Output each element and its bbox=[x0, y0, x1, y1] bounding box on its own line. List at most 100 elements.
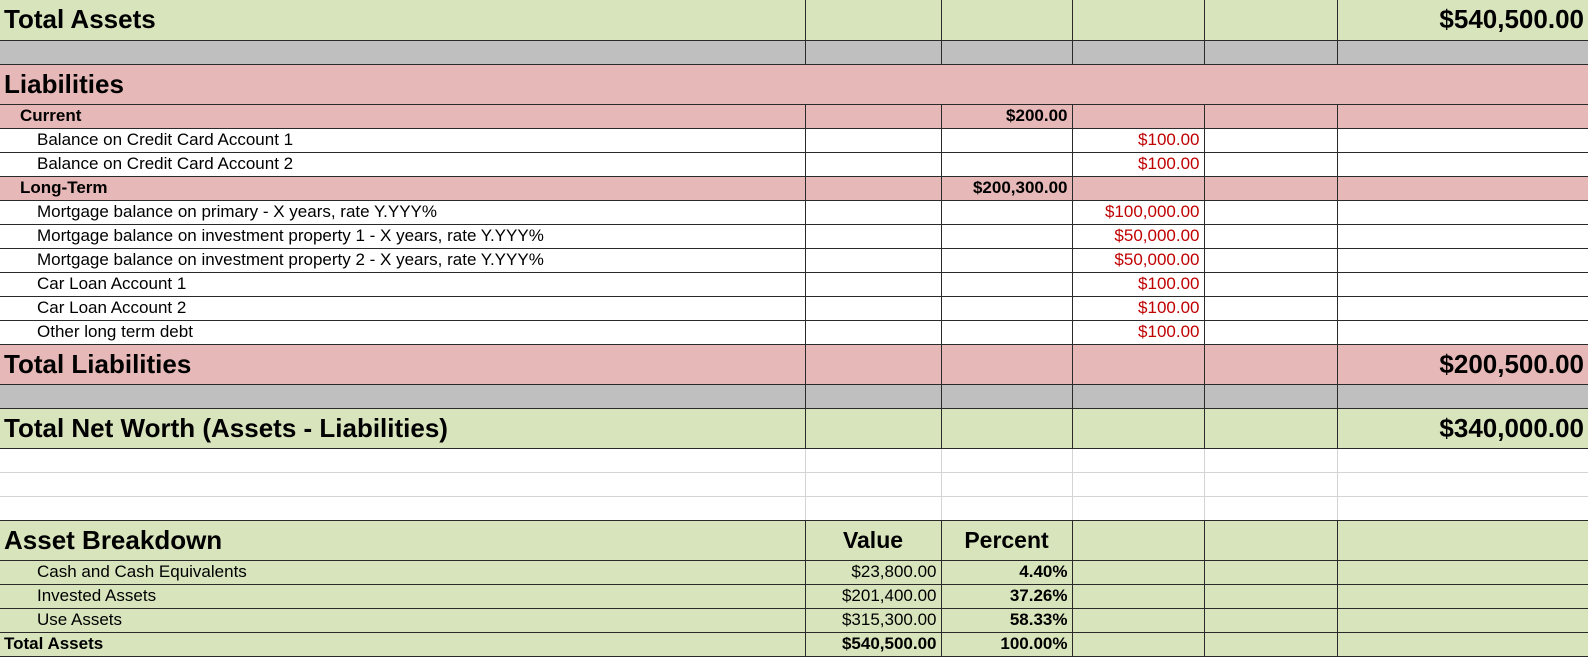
cell[interactable] bbox=[1337, 584, 1588, 609]
cell[interactable] bbox=[0, 40, 806, 65]
cell[interactable] bbox=[941, 200, 1073, 225]
cell[interactable] bbox=[805, 104, 942, 129]
cell[interactable] bbox=[1072, 40, 1205, 65]
cell[interactable] bbox=[0, 496, 806, 521]
cell[interactable] bbox=[1337, 520, 1588, 561]
cell[interactable] bbox=[1072, 472, 1205, 497]
cell[interactable] bbox=[1204, 320, 1338, 345]
cell[interactable] bbox=[941, 472, 1073, 497]
cell[interactable] bbox=[1204, 272, 1338, 297]
cell[interactable] bbox=[805, 272, 942, 297]
cell[interactable]: Percent bbox=[941, 520, 1073, 561]
cell[interactable] bbox=[805, 472, 942, 497]
cell[interactable] bbox=[1072, 632, 1205, 657]
cell[interactable]: $100.00 bbox=[1072, 128, 1205, 153]
cell[interactable]: $200.00 bbox=[941, 104, 1073, 129]
cell[interactable] bbox=[805, 176, 942, 201]
cell[interactable] bbox=[1204, 152, 1338, 177]
cell[interactable]: Long-Term bbox=[0, 176, 806, 201]
cell[interactable]: $340,000.00 bbox=[1337, 408, 1588, 449]
cell[interactable]: Mortgage balance on investment property … bbox=[0, 224, 806, 249]
cell[interactable] bbox=[1204, 608, 1338, 633]
cell[interactable] bbox=[805, 496, 942, 521]
cell[interactable]: Total Net Worth (Assets - Liabilities) bbox=[0, 408, 806, 449]
cell[interactable] bbox=[941, 448, 1073, 473]
cell[interactable] bbox=[1204, 224, 1338, 249]
cell[interactable]: $200,500.00 bbox=[1337, 344, 1588, 385]
cell[interactable] bbox=[1204, 584, 1338, 609]
cell[interactable]: Car Loan Account 2 bbox=[0, 296, 806, 321]
cell[interactable] bbox=[1204, 632, 1338, 657]
cell[interactable]: Use Assets bbox=[0, 608, 806, 633]
cell[interactable]: Other long term debt bbox=[0, 320, 806, 345]
cell[interactable]: Balance on Credit Card Account 1 bbox=[0, 128, 806, 153]
cell[interactable] bbox=[1072, 104, 1205, 129]
cell[interactable] bbox=[941, 320, 1073, 345]
cell[interactable]: 100.00% bbox=[941, 632, 1073, 657]
cell[interactable] bbox=[1072, 0, 1205, 41]
cell[interactable] bbox=[941, 128, 1073, 153]
cell[interactable] bbox=[1204, 128, 1338, 153]
cell[interactable] bbox=[1204, 496, 1338, 521]
cell[interactable]: Total Assets bbox=[0, 632, 806, 657]
cell[interactable]: Cash and Cash Equivalents bbox=[0, 560, 806, 585]
cell[interactable] bbox=[1337, 176, 1588, 201]
cell[interactable] bbox=[941, 0, 1073, 41]
cell[interactable] bbox=[941, 496, 1073, 521]
cell[interactable]: Mortgage balance on primary - X years, r… bbox=[0, 200, 806, 225]
cell[interactable] bbox=[1204, 200, 1338, 225]
cell[interactable]: $100.00 bbox=[1072, 272, 1205, 297]
cell[interactable] bbox=[941, 296, 1073, 321]
cell[interactable] bbox=[1204, 0, 1338, 41]
cell[interactable] bbox=[805, 344, 942, 385]
cell[interactable] bbox=[1337, 224, 1588, 249]
cell[interactable]: $100.00 bbox=[1072, 296, 1205, 321]
cell[interactable] bbox=[1337, 40, 1588, 65]
cell[interactable] bbox=[0, 472, 806, 497]
cell[interactable]: Total Liabilities bbox=[0, 344, 806, 385]
cell[interactable]: $540,500.00 bbox=[805, 632, 942, 657]
cell[interactable] bbox=[805, 40, 942, 65]
cell[interactable]: $100.00 bbox=[1072, 320, 1205, 345]
cell[interactable] bbox=[1337, 608, 1588, 633]
cell[interactable]: Balance on Credit Card Account 2 bbox=[0, 152, 806, 177]
cell[interactable] bbox=[1072, 608, 1205, 633]
cell[interactable]: Current bbox=[0, 104, 806, 129]
cell[interactable] bbox=[805, 448, 942, 473]
cell[interactable] bbox=[1337, 296, 1588, 321]
cell[interactable] bbox=[1204, 408, 1338, 449]
cell[interactable] bbox=[1337, 200, 1588, 225]
cell[interactable] bbox=[941, 40, 1073, 65]
cell[interactable] bbox=[1337, 152, 1588, 177]
cell[interactable]: $50,000.00 bbox=[1072, 248, 1205, 273]
cell[interactable] bbox=[941, 408, 1073, 449]
cell[interactable] bbox=[1204, 384, 1338, 409]
cell[interactable]: Invested Assets bbox=[0, 584, 806, 609]
cell[interactable] bbox=[1204, 104, 1338, 129]
cell[interactable]: $100.00 bbox=[1072, 152, 1205, 177]
cell[interactable] bbox=[1204, 520, 1338, 561]
cell[interactable]: 4.40% bbox=[941, 560, 1073, 585]
cell[interactable] bbox=[1337, 320, 1588, 345]
cell[interactable] bbox=[805, 320, 942, 345]
cell[interactable] bbox=[805, 296, 942, 321]
cell[interactable]: Mortgage balance on investment property … bbox=[0, 248, 806, 273]
cell[interactable] bbox=[941, 384, 1073, 409]
cell[interactable] bbox=[1072, 384, 1205, 409]
cell[interactable] bbox=[941, 248, 1073, 273]
cell[interactable] bbox=[1337, 448, 1588, 473]
cell[interactable]: $23,800.00 bbox=[805, 560, 942, 585]
cell[interactable]: $50,000.00 bbox=[1072, 224, 1205, 249]
cell[interactable] bbox=[1072, 520, 1205, 561]
cell[interactable] bbox=[941, 344, 1073, 385]
cell[interactable]: $200,300.00 bbox=[941, 176, 1073, 201]
cell[interactable]: $100,000.00 bbox=[1072, 200, 1205, 225]
cell[interactable] bbox=[1072, 344, 1205, 385]
cell[interactable] bbox=[1072, 584, 1205, 609]
cell[interactable] bbox=[1337, 248, 1588, 273]
cell[interactable] bbox=[805, 384, 942, 409]
cell[interactable] bbox=[1204, 344, 1338, 385]
cell[interactable]: Asset Breakdown bbox=[0, 520, 806, 561]
cell[interactable] bbox=[1072, 176, 1205, 201]
cell[interactable] bbox=[941, 152, 1073, 177]
